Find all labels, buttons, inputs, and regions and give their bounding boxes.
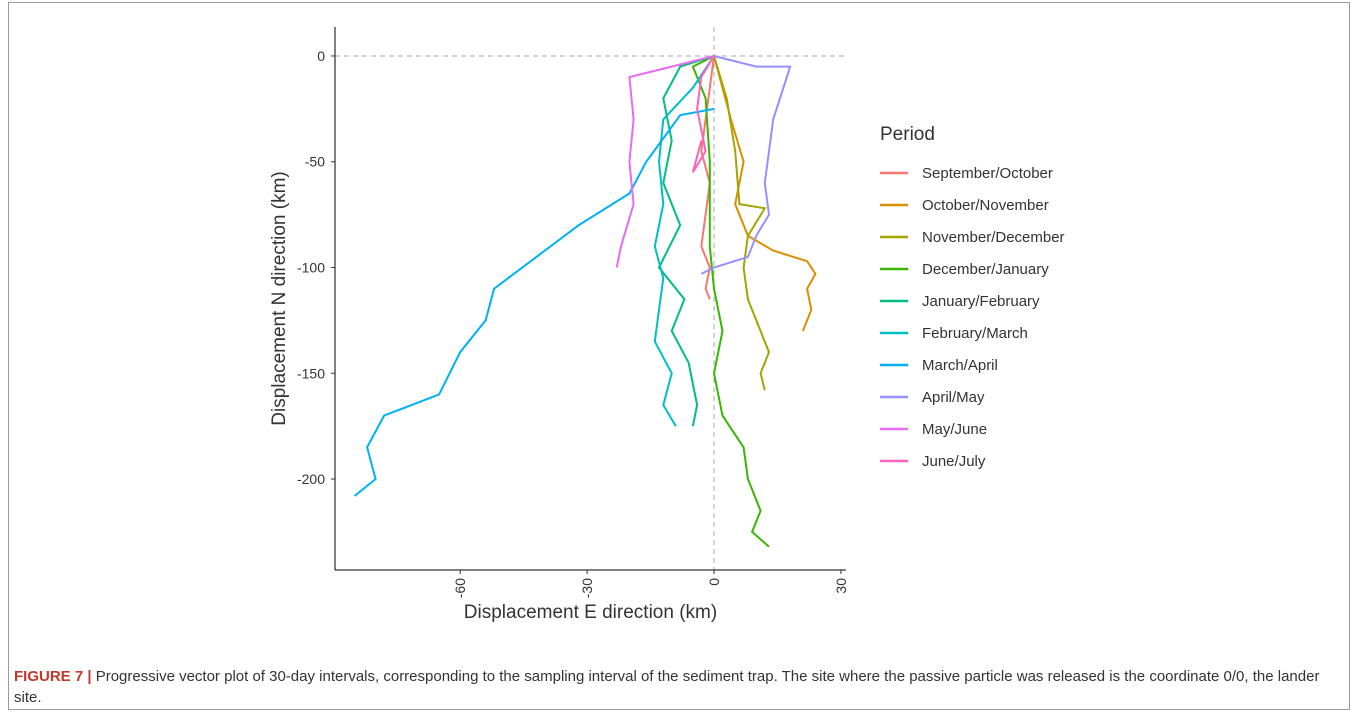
figure-frame [8, 2, 1350, 710]
legend-label: January/February [922, 293, 1040, 310]
legend-label: November/December [922, 229, 1065, 246]
x-tick-label: 30 [833, 578, 849, 594]
legend-label: February/March [922, 325, 1028, 342]
y-tick-label: 0 [317, 48, 325, 64]
legend-label: April/May [922, 389, 985, 406]
series-line [700, 55, 792, 275]
caption-label: FIGURE 7 | [14, 668, 92, 685]
x-axis-title: Displacement E direction (km) [464, 602, 717, 623]
series-line [713, 55, 771, 391]
series-line [353, 107, 715, 497]
series-line [653, 55, 715, 427]
series-line [700, 55, 715, 300]
y-tick-label: -100 [297, 260, 325, 276]
y-axis-title: Displacement N direction (km) [269, 171, 290, 425]
y-tick-label: -50 [305, 154, 325, 170]
y-tick-label: -200 [297, 471, 325, 487]
legend-label: May/June [922, 421, 987, 438]
y-tick-label: -150 [297, 365, 325, 381]
series-line [691, 55, 770, 548]
series-line [691, 55, 715, 173]
legend-label: September/October [922, 165, 1053, 182]
x-tick-label: -60 [452, 578, 468, 598]
x-tick-label: 0 [706, 578, 722, 586]
series-line [713, 55, 817, 332]
legend-title: Period [880, 124, 935, 145]
legend-label: June/July [922, 453, 986, 470]
caption: FIGURE 7 | Progressive vector plot of 30… [14, 666, 1339, 708]
series-line [657, 55, 715, 427]
legend-label: March/April [922, 357, 998, 374]
legend-label: December/January [922, 261, 1049, 278]
caption-text: Progressive vector plot of 30-day interv… [14, 668, 1320, 706]
series-line [615, 55, 715, 268]
legend-label: October/November [922, 197, 1049, 214]
x-tick-label: -30 [579, 578, 595, 598]
chart: 0 -50 -100 -150 -200 -60 -30 0 30 Displacement E … [269, 27, 1065, 623]
